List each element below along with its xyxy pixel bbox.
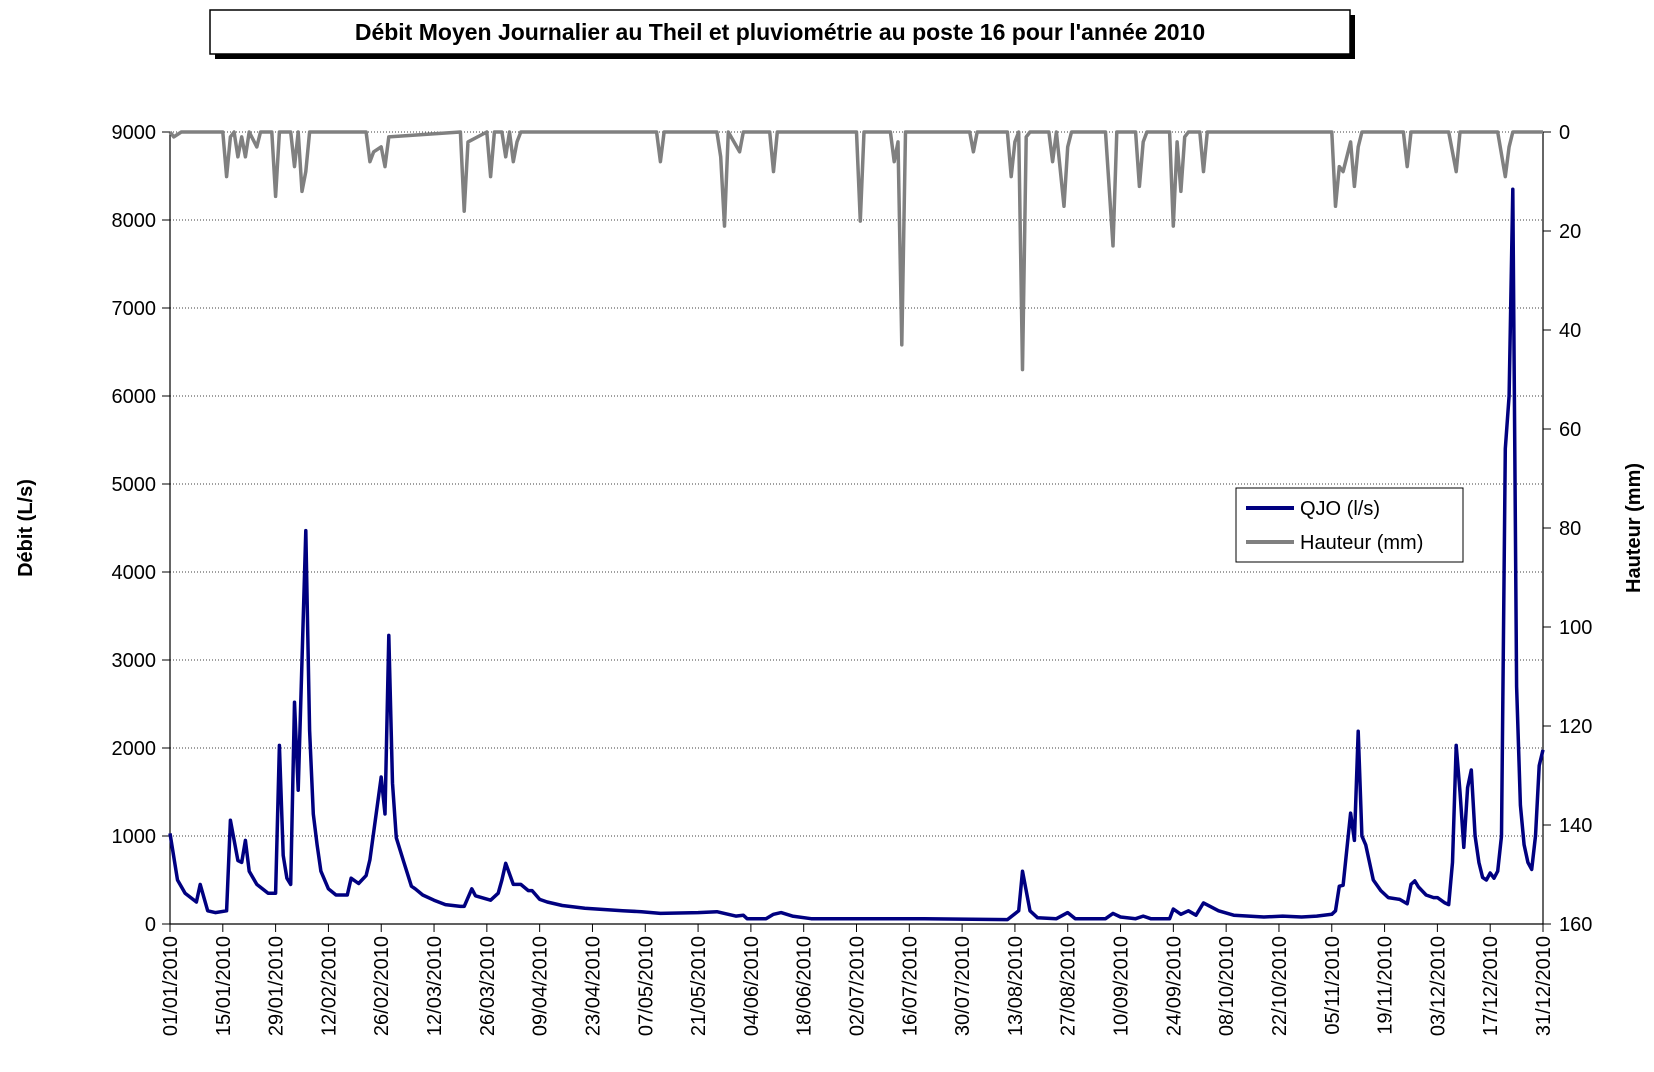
- y2-tick-label: 40: [1559, 320, 1581, 342]
- x-tick-label: 12/02/2010: [318, 936, 340, 1036]
- chart-title: Débit Moyen Journalier au Theil et pluvi…: [355, 19, 1205, 45]
- y-tick-label: 0: [145, 914, 156, 936]
- x-tick-label: 26/03/2010: [477, 936, 499, 1036]
- x-tick-label: 21/05/2010: [688, 936, 710, 1036]
- x-tick-label: 05/11/2010: [1322, 936, 1344, 1035]
- y-tick-label: 7000: [112, 298, 157, 320]
- y2-tick-label: 0: [1559, 122, 1570, 144]
- x-tick-label: 04/06/2010: [741, 936, 763, 1036]
- legend-label: QJO (l/s): [1300, 498, 1380, 520]
- y-tick-label: 2000: [112, 738, 157, 760]
- y2-tick-label: 20: [1559, 221, 1581, 243]
- legend-box: [1235, 487, 1464, 563]
- x-tick-label: 22/10/2010: [1269, 936, 1291, 1036]
- y2-tick-label: 140: [1559, 815, 1592, 837]
- x-tick-label: 13/08/2010: [1005, 936, 1027, 1036]
- x-tick-label: 07/05/2010: [635, 936, 657, 1036]
- x-tick-label: 23/04/2010: [582, 936, 604, 1036]
- x-tick-label: 08/10/2010: [1216, 936, 1238, 1036]
- y-axis-title: Débit (L/s): [15, 479, 37, 577]
- x-tick-label: 01/01/2010: [160, 936, 182, 1036]
- y2-tick-label: 120: [1559, 716, 1592, 738]
- x-tick-label: 16/07/2010: [899, 936, 921, 1036]
- x-tick-label: 03/12/2010: [1427, 936, 1449, 1036]
- y-tick-label: 3000: [112, 650, 157, 672]
- x-tick-label: 19/11/2010: [1375, 936, 1397, 1035]
- y2-tick-label: 60: [1559, 419, 1581, 441]
- series-line: [168, 130, 1543, 372]
- x-tick-label: 09/04/2010: [530, 936, 552, 1036]
- x-tick-label: 27/08/2010: [1058, 936, 1080, 1036]
- y2-axis-title: Hauteur (mm): [1623, 463, 1645, 593]
- y-tick-label: 4000: [112, 562, 157, 584]
- y-tick-label: 5000: [112, 474, 157, 496]
- title-box: [209, 9, 1351, 55]
- x-tick-label: 26/02/2010: [371, 936, 393, 1036]
- x-tick-label: 02/07/2010: [847, 936, 869, 1036]
- legend-label: Hauteur (mm): [1300, 532, 1423, 554]
- x-tick-label: 30/07/2010: [952, 936, 974, 1036]
- x-tick-label: 18/06/2010: [794, 936, 816, 1036]
- y2-tick-label: 100: [1559, 617, 1592, 639]
- x-tick-label: 31/12/2010: [1533, 936, 1555, 1036]
- x-tick-label: 24/09/2010: [1163, 936, 1185, 1036]
- y2-tick-label: 80: [1559, 518, 1581, 540]
- y-tick-label: 6000: [112, 386, 157, 408]
- x-tick-label: 12/03/2010: [424, 936, 446, 1036]
- y-tick-label: 8000: [112, 210, 157, 232]
- series-line: [168, 187, 1545, 922]
- y-tick-label: 9000: [112, 122, 157, 144]
- y2-tick-label: 160: [1559, 914, 1592, 936]
- x-tick-label: 29/01/2010: [266, 936, 288, 1036]
- x-tick-label: 15/01/2010: [213, 936, 235, 1036]
- x-tick-label: 10/09/2010: [1111, 936, 1133, 1036]
- x-tick-label: 17/12/2010: [1480, 936, 1502, 1036]
- y-tick-label: 1000: [112, 826, 157, 848]
